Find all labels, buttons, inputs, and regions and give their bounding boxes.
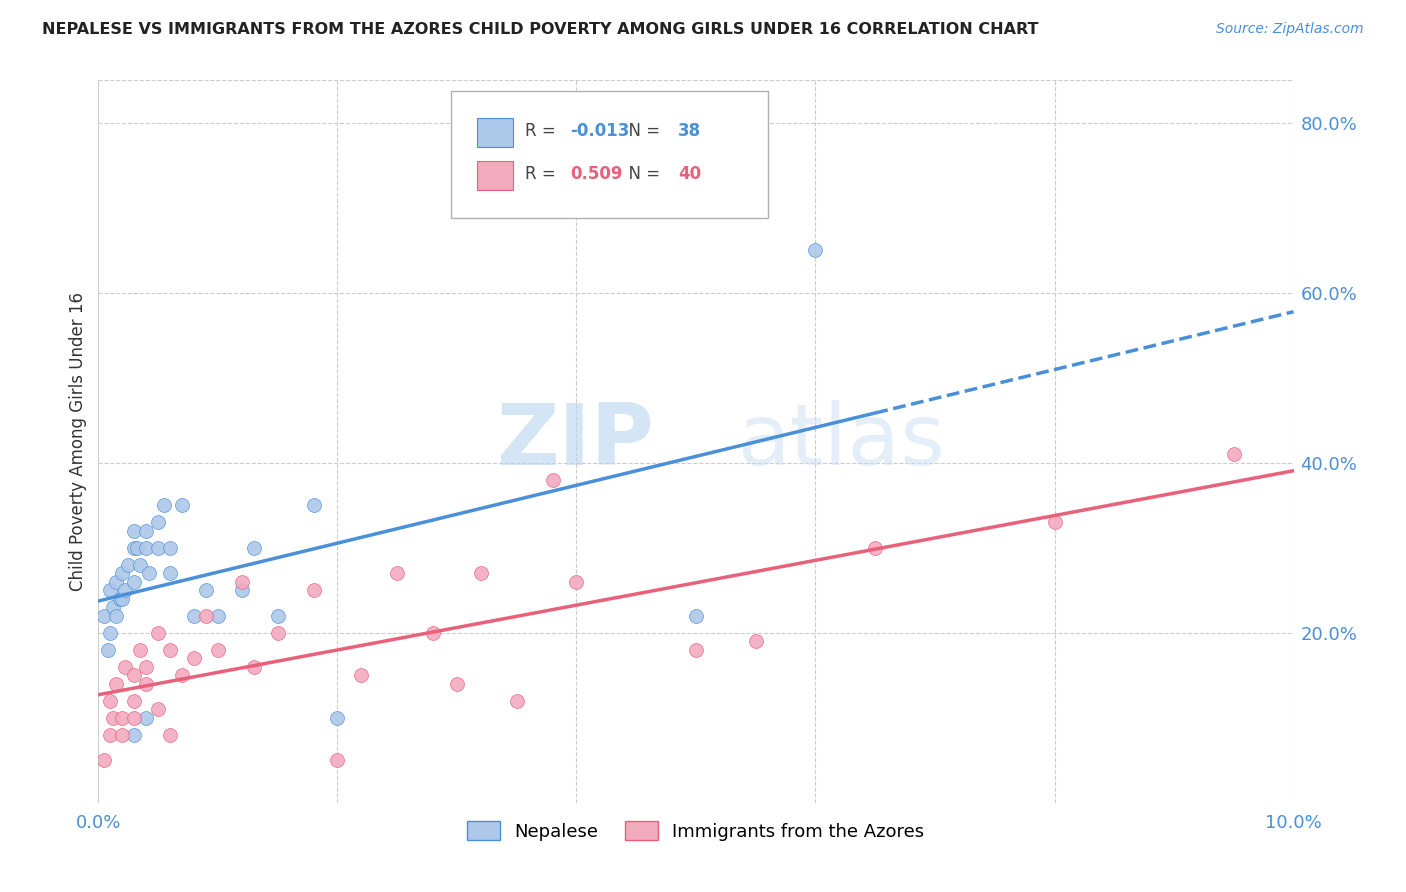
Point — [159, 642, 181, 657]
Point — [148, 516, 170, 530]
Point — [446, 677, 468, 691]
Text: atlas: atlas — [738, 400, 946, 483]
Text: N =: N = — [619, 165, 665, 183]
Point — [326, 711, 349, 725]
Point — [124, 694, 146, 708]
Point — [267, 608, 290, 623]
Point — [135, 711, 157, 725]
Point — [148, 625, 170, 640]
Bar — [477, 161, 513, 190]
Point — [93, 753, 115, 767]
Text: Source: ZipAtlas.com: Source: ZipAtlas.com — [1216, 22, 1364, 37]
Point — [350, 668, 373, 682]
Point — [159, 566, 181, 581]
Point — [207, 642, 229, 657]
Point — [101, 600, 124, 615]
Point — [243, 660, 266, 674]
Point — [98, 625, 122, 640]
Text: R =: R = — [524, 122, 561, 140]
Y-axis label: Child Poverty Among Girls Under 16: Child Poverty Among Girls Under 16 — [69, 292, 87, 591]
Point — [148, 541, 170, 555]
Point — [97, 642, 120, 657]
Point — [565, 574, 588, 589]
Point — [745, 634, 768, 648]
Point — [93, 608, 115, 623]
Text: ZIP: ZIP — [496, 400, 654, 483]
Bar — [477, 118, 513, 147]
Point — [506, 694, 529, 708]
Point — [135, 524, 157, 538]
Text: NEPALESE VS IMMIGRANTS FROM THE AZORES CHILD POVERTY AMONG GIRLS UNDER 16 CORREL: NEPALESE VS IMMIGRANTS FROM THE AZORES C… — [42, 22, 1039, 37]
Point — [1223, 447, 1246, 461]
Point — [101, 711, 124, 725]
Point — [105, 574, 128, 589]
Point — [124, 541, 146, 555]
Point — [111, 566, 134, 581]
Point — [124, 524, 146, 538]
Text: 40: 40 — [678, 165, 702, 183]
Point — [470, 566, 492, 581]
Point — [231, 574, 253, 589]
Point — [129, 558, 152, 572]
Text: 38: 38 — [678, 122, 702, 140]
Point — [148, 702, 170, 716]
Point — [302, 498, 325, 512]
Point — [385, 566, 409, 581]
Point — [685, 642, 707, 657]
Point — [98, 728, 122, 742]
Point — [135, 541, 157, 555]
Point — [111, 711, 134, 725]
Point — [117, 558, 139, 572]
Point — [124, 574, 146, 589]
Text: N =: N = — [619, 122, 665, 140]
Point — [159, 541, 181, 555]
Point — [195, 583, 218, 598]
Point — [111, 728, 134, 742]
Text: 0.509: 0.509 — [571, 165, 623, 183]
Point — [138, 566, 160, 581]
Point — [326, 753, 349, 767]
Point — [302, 583, 325, 598]
Point — [804, 244, 827, 258]
Point — [267, 625, 290, 640]
Point — [865, 541, 887, 555]
Point — [183, 608, 205, 623]
Point — [114, 660, 136, 674]
Point — [1043, 516, 1066, 530]
Point — [172, 498, 194, 512]
Point — [114, 583, 136, 598]
Text: -0.013: -0.013 — [571, 122, 630, 140]
Point — [183, 651, 205, 665]
Point — [172, 668, 194, 682]
Point — [98, 583, 122, 598]
Point — [207, 608, 229, 623]
Point — [105, 677, 128, 691]
Point — [129, 642, 152, 657]
Point — [159, 728, 181, 742]
Point — [541, 473, 564, 487]
Point — [243, 541, 266, 555]
Point — [124, 728, 146, 742]
Point — [685, 608, 707, 623]
FancyBboxPatch shape — [451, 91, 768, 218]
Point — [153, 498, 176, 512]
Point — [135, 677, 157, 691]
Point — [108, 591, 131, 606]
Point — [231, 583, 253, 598]
Point — [195, 608, 218, 623]
Point — [105, 608, 128, 623]
Point — [135, 660, 157, 674]
Point — [124, 668, 146, 682]
Text: R =: R = — [524, 165, 561, 183]
Point — [125, 541, 148, 555]
Point — [98, 694, 122, 708]
Point — [111, 591, 134, 606]
Legend: Nepalese, Immigrants from the Azores: Nepalese, Immigrants from the Azores — [460, 814, 932, 848]
Point — [422, 625, 444, 640]
Point — [124, 711, 146, 725]
